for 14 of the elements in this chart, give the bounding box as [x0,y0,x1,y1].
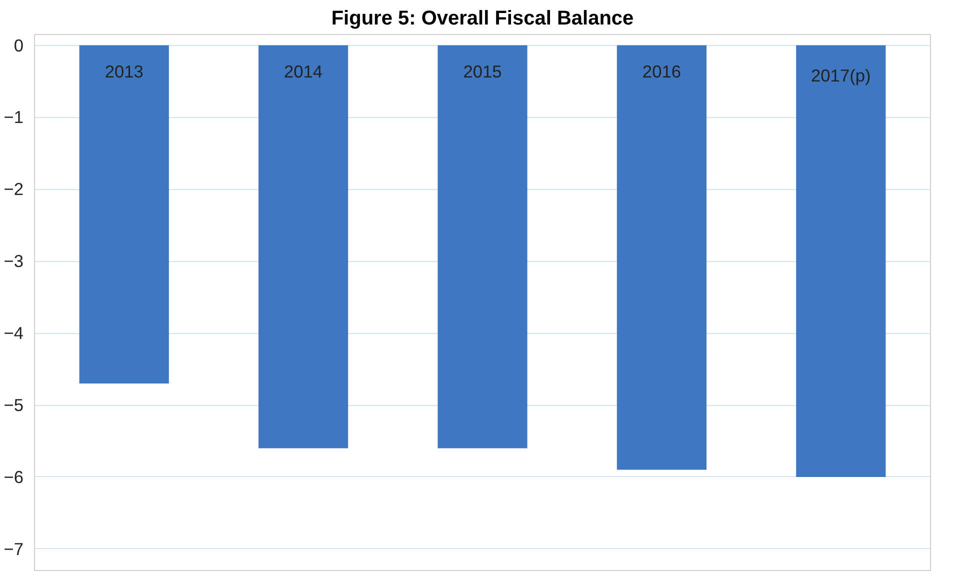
y-tick-label: −6 [4,466,24,487]
y-tick-label: −5 [4,395,24,416]
chart-title: Figure 5: Overall Fiscal Balance [331,8,634,30]
x-tick-label: 2014 [284,61,323,82]
x-tick-label: 2015 [463,61,502,82]
y-tick-label: −2 [4,179,24,200]
x-tick-label: 2017(p) [811,65,871,86]
x-tick-label: 2016 [642,61,681,82]
y-tick-label: −7 [4,538,24,559]
x-tick-label: 2013 [104,61,144,82]
y-tick-label: −4 [4,323,24,344]
y-tick-label: −1 [4,107,24,128]
y-tick-label: 0 [14,35,24,56]
y-tick-label: −3 [4,251,24,272]
